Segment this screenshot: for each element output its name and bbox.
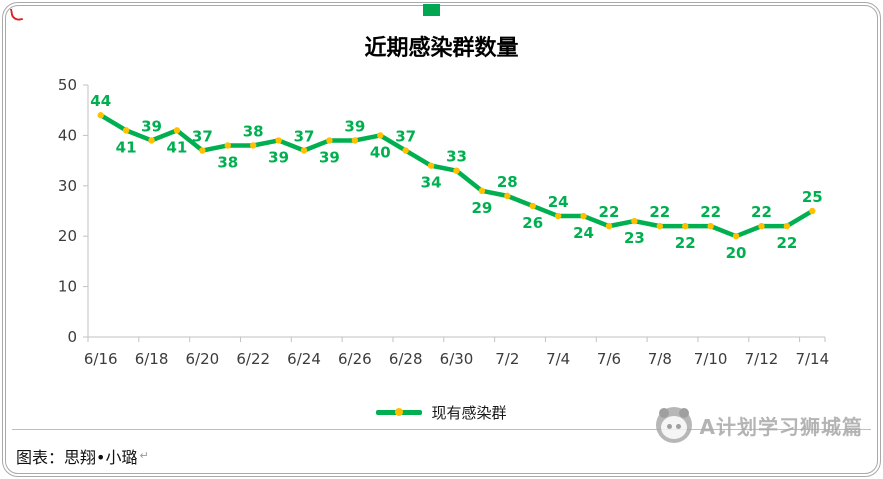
- svg-text:39: 39: [268, 148, 289, 166]
- svg-text:7/6: 7/6: [597, 350, 621, 368]
- svg-text:37: 37: [395, 128, 416, 146]
- return-mark: ↵: [139, 449, 149, 462]
- svg-text:41: 41: [116, 138, 137, 156]
- svg-text:10: 10: [58, 278, 77, 296]
- chart-legend: 现有感染群: [0, 401, 883, 423]
- svg-text:6/28: 6/28: [389, 350, 423, 368]
- svg-text:39: 39: [344, 117, 365, 135]
- svg-text:33: 33: [446, 148, 467, 166]
- watermark: A计划学习狮城篇: [655, 407, 863, 443]
- svg-text:41: 41: [167, 138, 188, 156]
- source-caption: 图表：思翔•小璐 ↵: [16, 444, 149, 468]
- legend-line-swatch: [376, 408, 423, 416]
- svg-text:6/26: 6/26: [338, 350, 372, 368]
- svg-text:23: 23: [624, 229, 645, 247]
- svg-text:6/30: 6/30: [440, 350, 474, 368]
- svg-text:7/4: 7/4: [546, 350, 570, 368]
- svg-text:7/2: 7/2: [495, 350, 519, 368]
- svg-text:7/10: 7/10: [694, 350, 728, 368]
- svg-text:38: 38: [243, 122, 264, 140]
- svg-text:24: 24: [548, 193, 569, 211]
- svg-text:6/18: 6/18: [135, 350, 169, 368]
- svg-text:39: 39: [141, 117, 162, 135]
- source-caption-text: 图表：思翔•小璐: [16, 448, 138, 467]
- svg-text:7/12: 7/12: [745, 350, 779, 368]
- svg-text:0: 0: [67, 328, 77, 346]
- svg-text:22: 22: [649, 203, 670, 221]
- svg-text:40: 40: [370, 143, 391, 161]
- svg-text:50: 50: [58, 76, 77, 94]
- svg-text:39: 39: [319, 148, 340, 166]
- svg-text:7/8: 7/8: [648, 350, 672, 368]
- svg-text:40: 40: [58, 126, 77, 144]
- svg-text:6/22: 6/22: [236, 350, 270, 368]
- svg-text:37: 37: [192, 128, 213, 146]
- svg-text:6/16: 6/16: [84, 350, 118, 368]
- svg-text:22: 22: [776, 234, 797, 252]
- svg-text:20: 20: [58, 227, 77, 245]
- svg-text:6/24: 6/24: [287, 350, 321, 368]
- svg-text:28: 28: [497, 173, 518, 191]
- panda-logo-icon: [655, 407, 692, 443]
- svg-text:44: 44: [90, 92, 111, 110]
- svg-text:37: 37: [294, 128, 315, 146]
- legend-marker-dot: [395, 408, 404, 416]
- svg-text:34: 34: [421, 174, 442, 192]
- svg-text:22: 22: [751, 203, 772, 221]
- svg-text:6/20: 6/20: [186, 350, 220, 368]
- infection-clusters-line-chart[interactable]: 0 10 20 30 40 50 6/16 6/18 6/20 6/22 6/24 6/26 6/28 6…: [0, 0, 883, 400]
- svg-text:29: 29: [471, 199, 492, 217]
- footer-divider: [12, 429, 871, 430]
- chart-title: 近期感染群数量: [364, 36, 519, 61]
- svg-text:7/14: 7/14: [795, 350, 829, 368]
- svg-text:22: 22: [675, 234, 696, 252]
- svg-text:26: 26: [522, 214, 543, 232]
- svg-text:22: 22: [599, 203, 620, 221]
- watermark-text: A计划学习狮城篇: [699, 414, 863, 439]
- selection-handle-icon[interactable]: [423, 4, 440, 16]
- svg-text:22: 22: [700, 203, 721, 221]
- svg-text:24: 24: [573, 224, 594, 242]
- svg-text:30: 30: [58, 177, 77, 195]
- legend-label: 现有感染群: [431, 403, 507, 422]
- svg-text:25: 25: [802, 188, 823, 206]
- svg-text:38: 38: [217, 153, 238, 171]
- svg-text:20: 20: [726, 244, 747, 262]
